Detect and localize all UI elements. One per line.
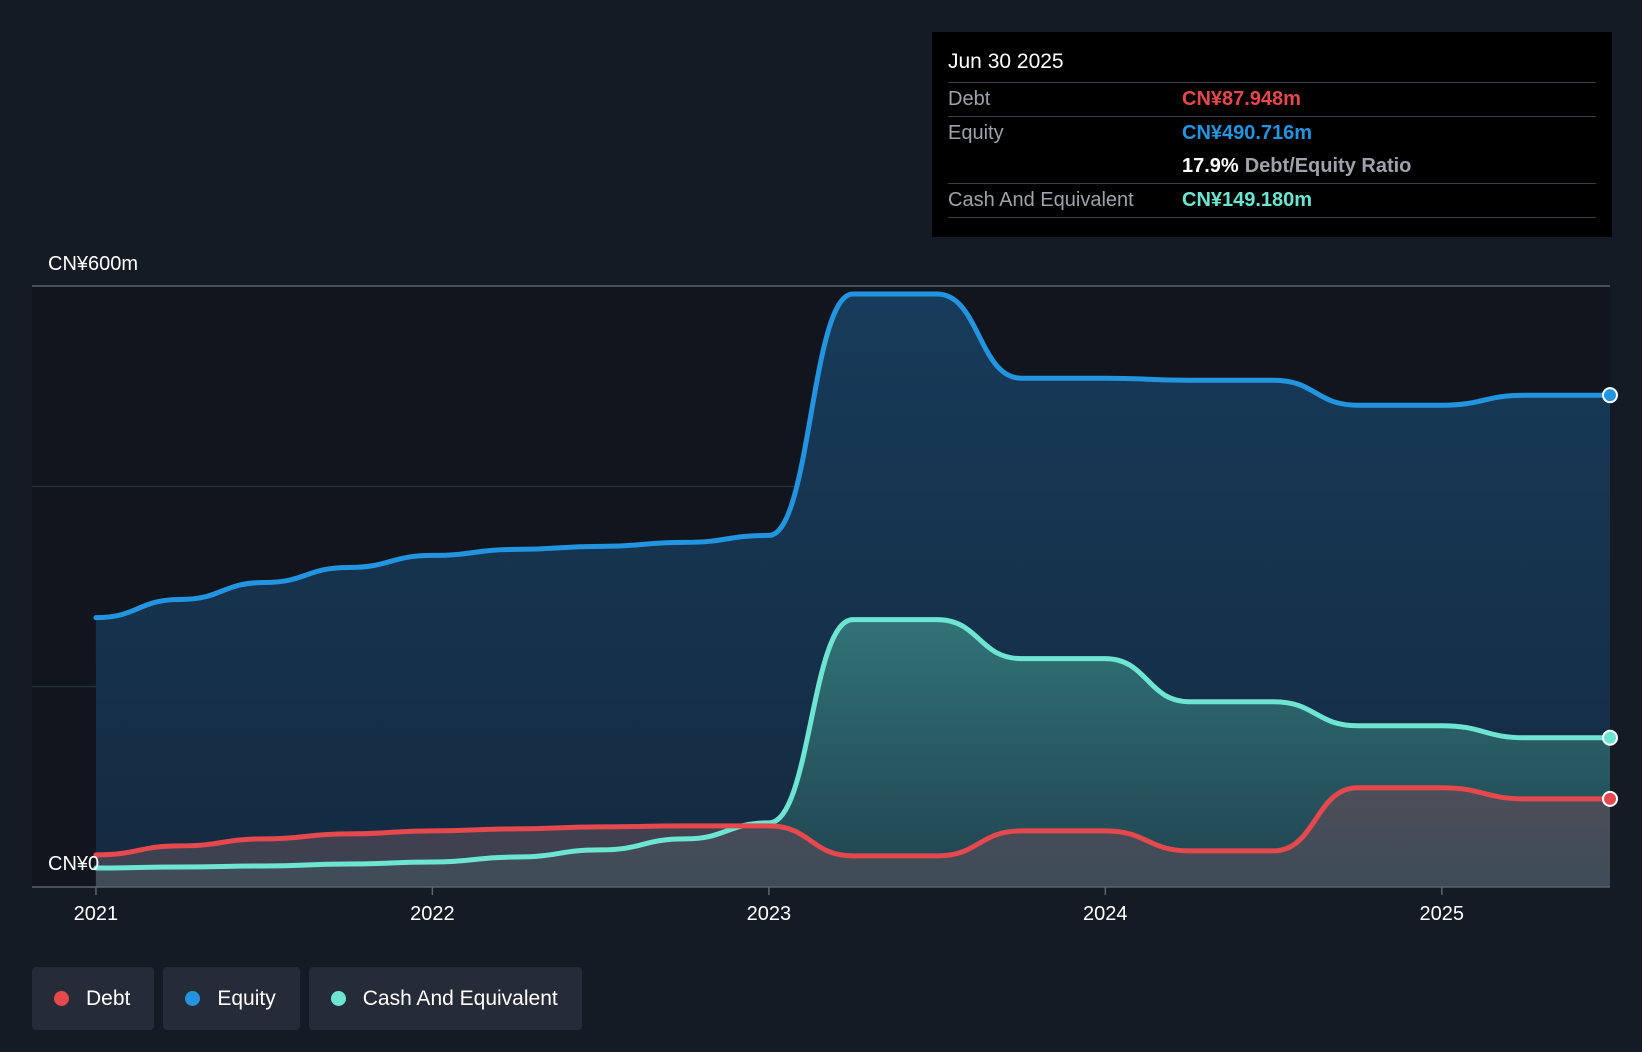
- cash-line: [93, 617, 1613, 871]
- tooltip-equity-value: CN¥490.716m: [1182, 122, 1313, 144]
- x-tick-label-2021: 2021: [74, 903, 119, 925]
- equity-end-marker[interactable]: [1602, 387, 1618, 404]
- legend-item-cash[interactable]: Cash And Equivalent: [308, 967, 582, 1030]
- x-tick-label-2022: 2022: [410, 903, 455, 925]
- series-areas: [95, 294, 1610, 887]
- tooltip-debt-value: CN¥87.948m: [1182, 88, 1301, 110]
- tooltip-equity-row: Equity CN¥490.716m: [948, 116, 1596, 150]
- debt-area: [95, 787, 1610, 887]
- legend-debt-label: Debt: [86, 986, 131, 1010]
- x-tick-label-2025: 2025: [1420, 903, 1465, 925]
- x-axis-ticks: 2021 2022 2023 2024 2025: [74, 887, 1464, 925]
- tooltip-ratio-row: 17.9% Debt/Equity Ratio: [948, 150, 1596, 183]
- legend-cash-label: Cash And Equivalent: [362, 986, 558, 1010]
- tooltip-cash-label: Cash And Equivalent: [948, 189, 1134, 211]
- debt-dot-icon: [54, 991, 69, 1006]
- tooltip-date: Jun 30 2025: [948, 50, 1064, 73]
- tooltip-debt-label: Debt: [948, 88, 991, 110]
- tooltip-cash-row: Cash And Equivalent CN¥149.180m: [948, 183, 1596, 218]
- legend-equity-label: Equity: [217, 986, 276, 1010]
- tooltip-ratio-label: Debt/Equity Ratio: [1244, 155, 1412, 177]
- cash-end-marker[interactable]: [1602, 729, 1618, 746]
- tooltip-equity-label: Equity: [948, 122, 1004, 144]
- legend-item-debt[interactable]: Debt: [32, 967, 155, 1030]
- series-lines: [93, 291, 1613, 871]
- tooltip-debt-row: Debt CN¥87.948m: [948, 82, 1596, 116]
- tooltip-ratio-value: 17.9%: [1182, 155, 1239, 177]
- tooltip-cash-value: CN¥149.180m: [1182, 189, 1313, 211]
- legend-item-equity[interactable]: Equity: [163, 967, 300, 1030]
- equity-line: [93, 291, 1613, 621]
- tooltip-panel: Jun 30 2025 Debt CN¥87.948m Equity CN¥49…: [932, 32, 1612, 237]
- y-axis-max-label: CN¥600m: [48, 253, 138, 275]
- debt-line: [93, 785, 1613, 859]
- chart-legend: Debt Equity Cash And Equivalent: [32, 967, 591, 1030]
- x-tick-label-2023: 2023: [747, 903, 792, 925]
- cash-area: [95, 619, 1610, 887]
- equity-dot-icon: [185, 991, 201, 1006]
- x-tick-label-2024: 2024: [1083, 903, 1128, 925]
- series-end-markers: [1602, 387, 1618, 807]
- cash-dot-icon: [330, 991, 346, 1006]
- debt-end-marker[interactable]: [1602, 790, 1618, 807]
- y-axis-zero-label: CN¥0: [48, 853, 99, 875]
